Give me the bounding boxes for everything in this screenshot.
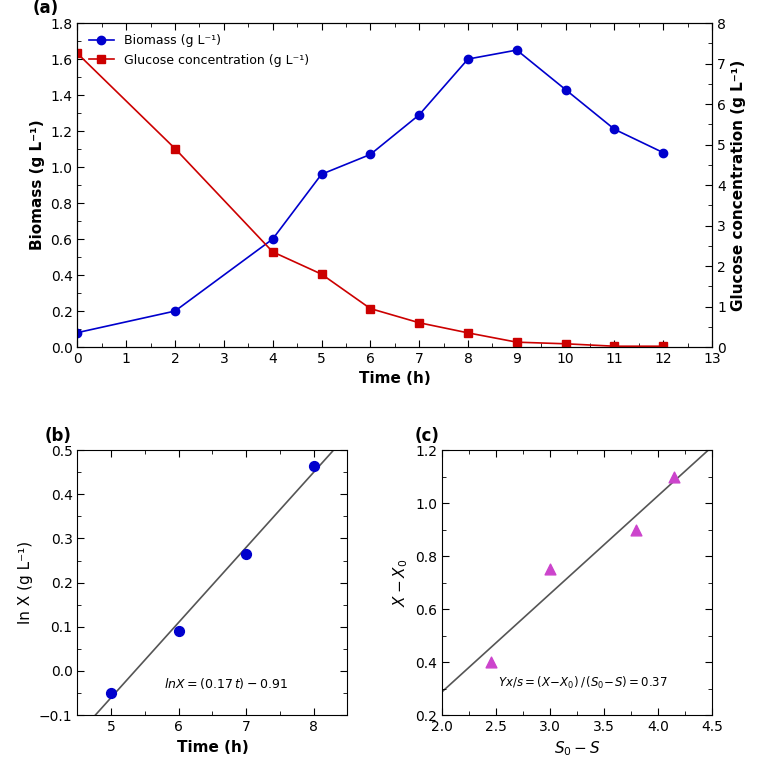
Biomass (g L⁻¹): [365, 150, 375, 159]
Biomass (g L⁻¹): [268, 235, 277, 244]
Point: [630, 524, 642, 536]
Glucose concentration (g L⁻¹): [610, 341, 619, 351]
Glucose concentration (g L⁻¹): [170, 144, 180, 153]
Text: (a): (a): [33, 0, 59, 17]
Biomass (g L⁻¹): [170, 306, 180, 315]
Glucose concentration (g L⁻¹): [73, 48, 82, 58]
Point: [105, 687, 118, 699]
Biomass (g L⁻¹): [317, 170, 326, 179]
X-axis label: Time (h): Time (h): [359, 371, 430, 387]
Point: [544, 563, 557, 575]
Text: (b): (b): [45, 427, 72, 444]
Biomass (g L⁻¹): [659, 148, 668, 158]
Legend: Biomass (g L⁻¹), Glucose concentration (g L⁻¹): Biomass (g L⁻¹), Glucose concentration (…: [84, 29, 313, 72]
Biomass (g L⁻¹): [561, 85, 570, 95]
Biomass (g L⁻¹): [73, 328, 82, 338]
Point: [307, 459, 320, 471]
Glucose concentration (g L⁻¹): [464, 328, 473, 338]
Line: Biomass (g L⁻¹): Biomass (g L⁻¹): [74, 46, 667, 337]
Y-axis label: $X - X_0$: $X - X_0$: [391, 558, 409, 607]
Glucose concentration (g L⁻¹): [561, 339, 570, 348]
Y-axis label: Biomass (g L⁻¹): Biomass (g L⁻¹): [30, 120, 45, 251]
Biomass (g L⁻¹): [610, 125, 619, 134]
Text: (c): (c): [415, 427, 440, 444]
X-axis label: $S_0 - S$: $S_0 - S$: [553, 740, 601, 758]
Text: $\mathit{lnX = (0.17\, t) - 0.91}$: $\mathit{lnX = (0.17\, t) - 0.91}$: [164, 676, 288, 691]
Glucose concentration (g L⁻¹): [317, 269, 326, 278]
Glucose concentration (g L⁻¹): [415, 318, 424, 328]
Point: [240, 548, 252, 560]
Point: [668, 471, 680, 483]
Glucose concentration (g L⁻¹): [268, 248, 277, 257]
X-axis label: Time (h): Time (h): [176, 740, 248, 754]
Point: [485, 656, 497, 668]
Glucose concentration (g L⁻¹): [659, 341, 668, 351]
Glucose concentration (g L⁻¹): [365, 304, 375, 313]
Y-axis label: Glucose concentration (g L⁻¹): Glucose concentration (g L⁻¹): [731, 59, 746, 311]
Point: [173, 625, 185, 638]
Biomass (g L⁻¹): [512, 45, 522, 55]
Glucose concentration (g L⁻¹): [512, 338, 522, 347]
Line: Glucose concentration (g L⁻¹): Glucose concentration (g L⁻¹): [74, 49, 667, 351]
Y-axis label: ln X (g L⁻¹): ln X (g L⁻¹): [19, 541, 33, 624]
Biomass (g L⁻¹): [415, 110, 424, 119]
Text: $\mathit{Yx/s = (X\!-\!X_0)\,/\,(S_0\!-\!S) = 0.37}$: $\mathit{Yx/s = (X\!-\!X_0)\,/\,(S_0\!-\…: [498, 675, 667, 691]
Biomass (g L⁻¹): [464, 55, 473, 64]
